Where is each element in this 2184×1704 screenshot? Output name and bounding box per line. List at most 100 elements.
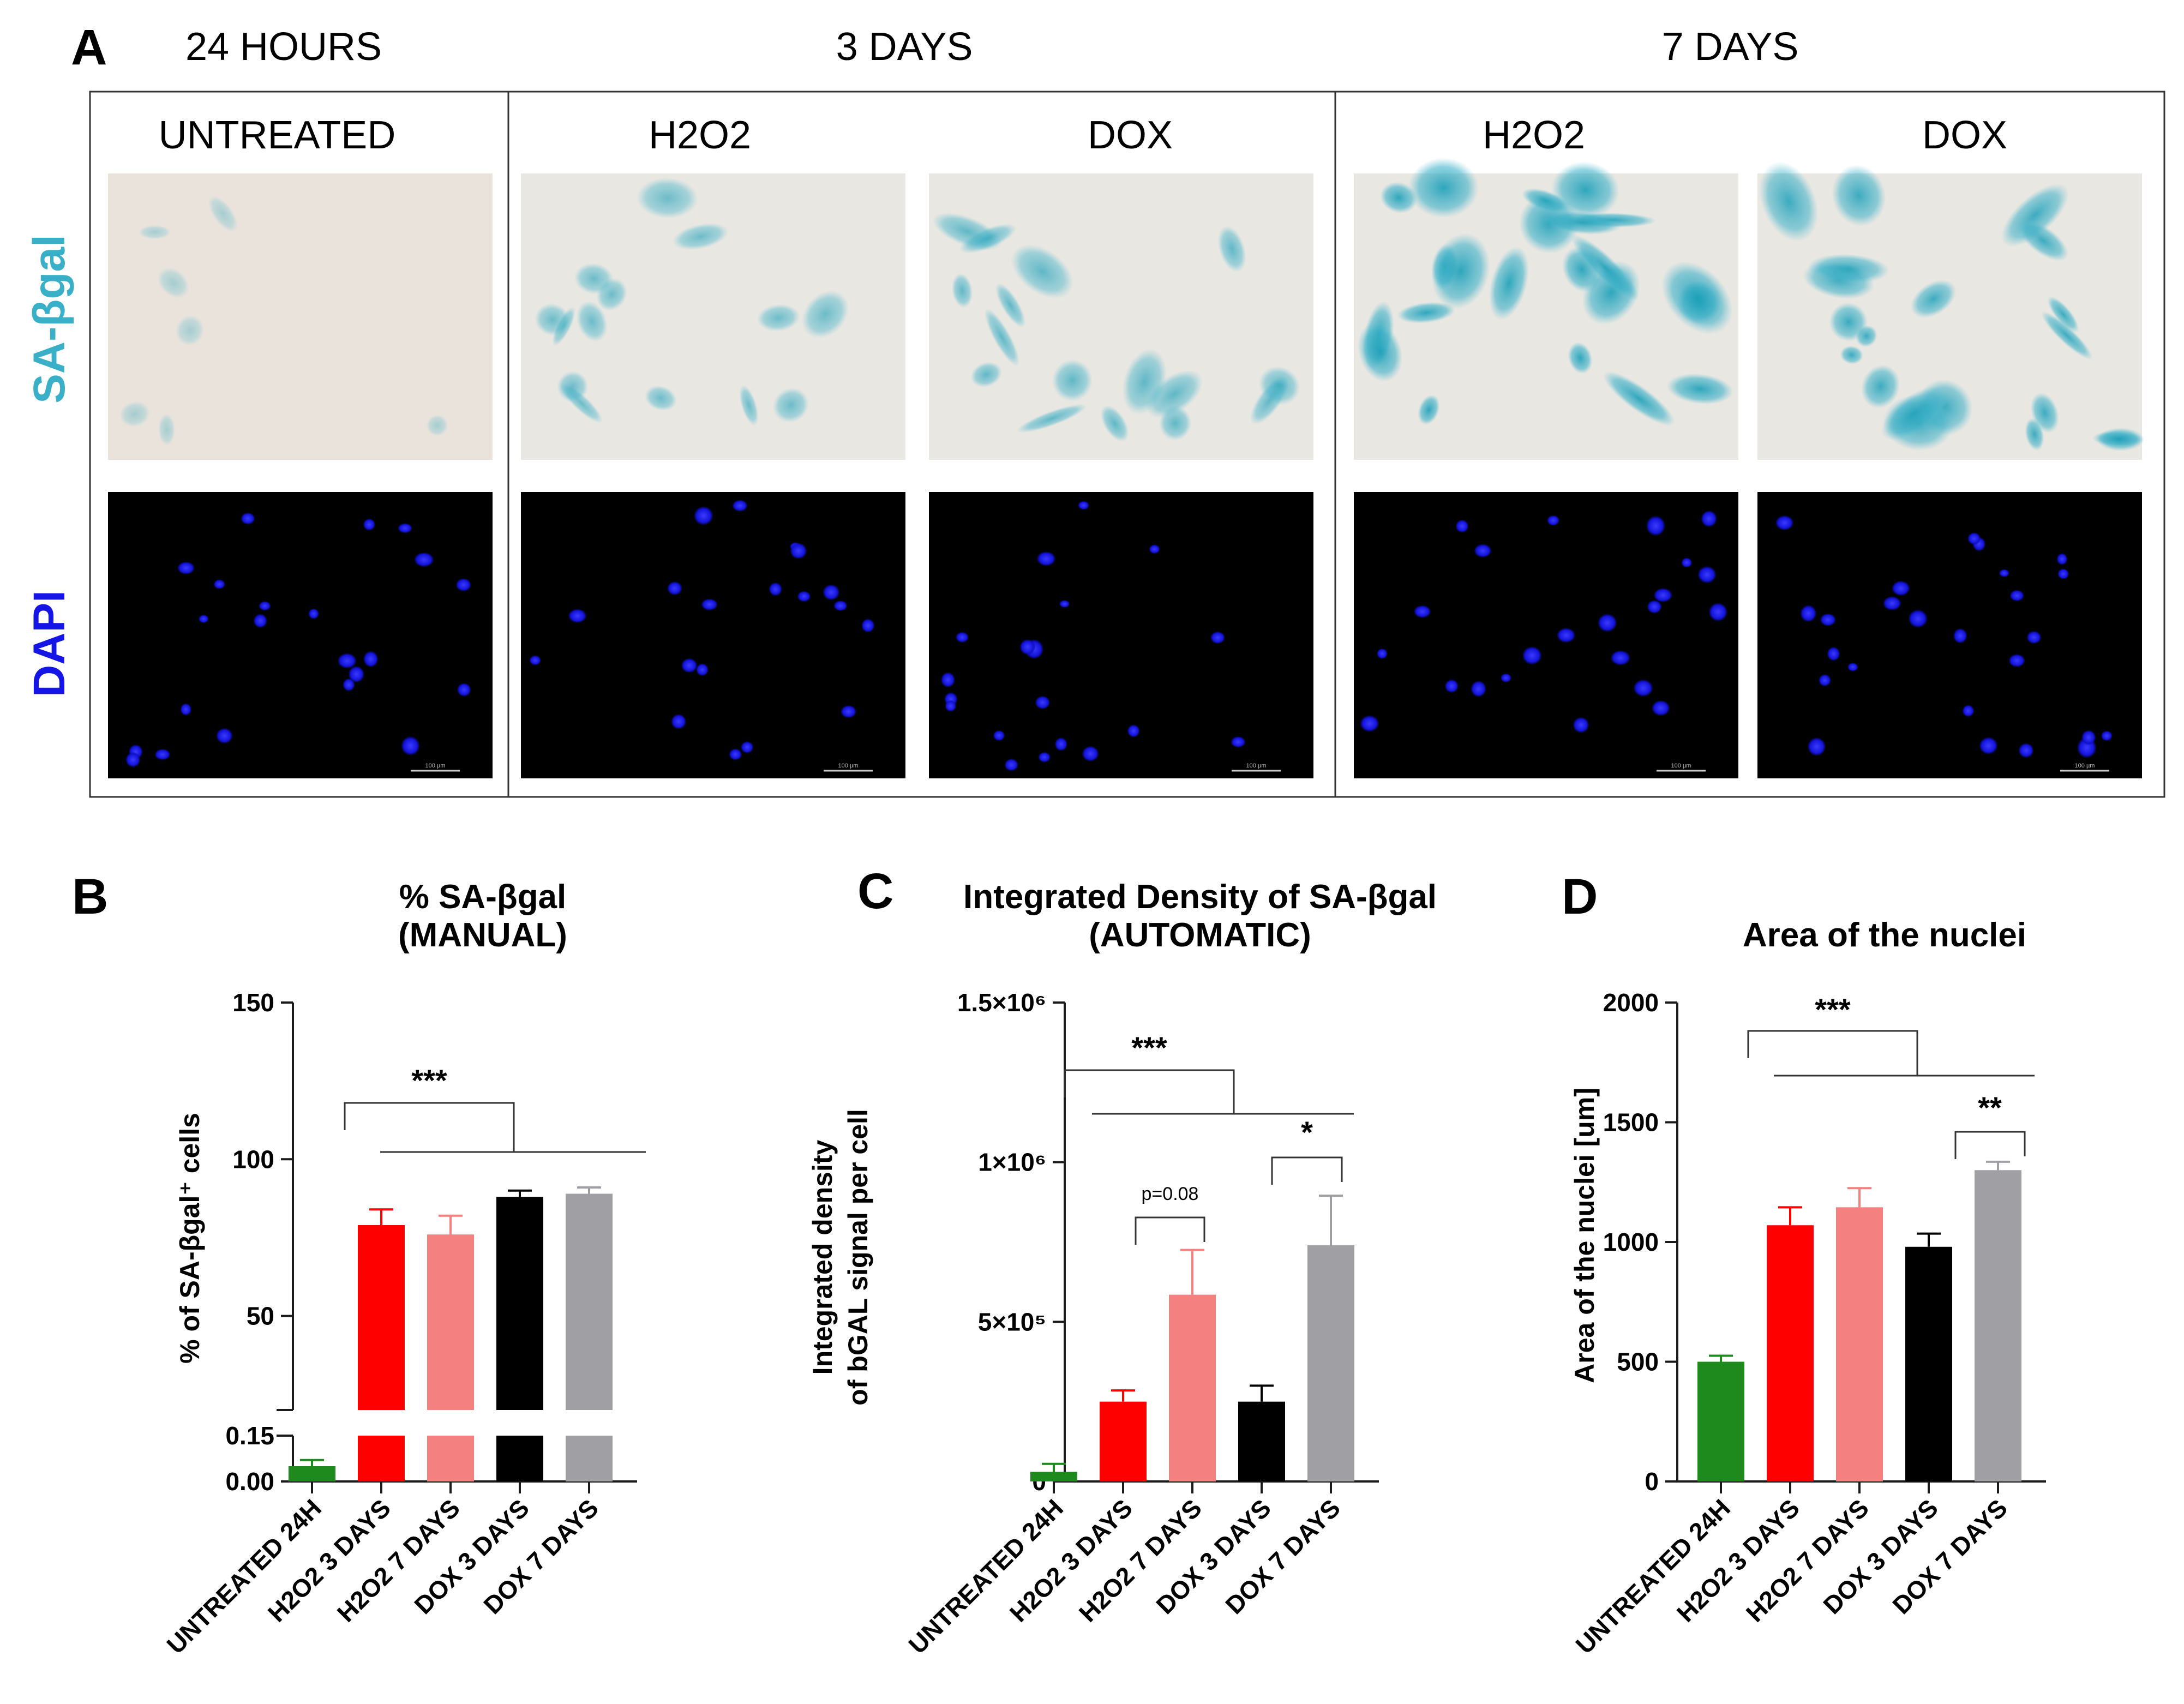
nucleus: [177, 561, 195, 574]
stain-label-dapi: DAPI: [25, 590, 74, 697]
panel-letter: B: [72, 869, 108, 925]
bar: [1767, 1225, 1814, 1481]
nucleus: [1078, 501, 1089, 510]
condition-dox-7d: DOX: [1922, 113, 2007, 157]
nucleus: [1082, 746, 1099, 761]
significance-bracket: [1954, 1131, 2026, 1159]
stained-cell: [1661, 261, 1733, 334]
stained-cell: [2041, 311, 2093, 360]
nucleus: [199, 615, 209, 623]
nucleus: [790, 543, 807, 559]
bar: [358, 1225, 405, 1410]
nucleus: [1557, 628, 1575, 643]
stained-cell: [995, 283, 1026, 328]
nucleus: [363, 651, 379, 668]
nucleus: [338, 653, 357, 669]
nucleus: [1800, 605, 1817, 622]
bar-lower-segment: [566, 1436, 613, 1481]
y-tick-label: 1000: [1603, 1228, 1659, 1256]
dapi-image-3: [929, 492, 1313, 778]
nucleus: [769, 582, 782, 596]
stained-cell: [535, 303, 571, 336]
stained-cell: [1522, 188, 1569, 213]
bar: [1307, 1245, 1354, 1481]
significance-label: *: [1301, 1115, 1313, 1149]
stained-cell: [1568, 342, 1593, 374]
nucleus: [1827, 647, 1840, 661]
stained-cell: [951, 273, 973, 308]
bar: [496, 1197, 543, 1410]
significance-label: **: [1978, 1090, 2002, 1125]
y-tick-label: 0.15: [225, 1421, 274, 1450]
nucleus: [2056, 553, 2068, 565]
stained-cell: [1418, 394, 1440, 425]
nucleus: [154, 749, 171, 760]
chart-title: (AUTOMATIC): [1089, 916, 1311, 954]
nucleus: [833, 601, 848, 611]
stained-cell: [1603, 371, 1675, 426]
bar-lower-segment: [427, 1436, 474, 1481]
nucleus: [1611, 650, 1630, 665]
stained-cell: [1856, 325, 1877, 347]
nucleus: [1019, 639, 1035, 655]
scale-bar-label: 100 µm: [1246, 763, 1267, 769]
nucleus: [1892, 580, 1910, 596]
nucleus: [1127, 724, 1140, 737]
nucleus: [1377, 648, 1388, 659]
stained-cell: [158, 413, 176, 446]
stained-cell: [1832, 164, 1886, 227]
stained-cell: [984, 308, 1020, 367]
stained-cell: [2047, 296, 2079, 333]
nucleus: [2018, 743, 2034, 758]
sa-bgal-image-1: [108, 173, 493, 460]
nucleus: [696, 663, 709, 676]
significance-bracket: [1064, 1069, 1235, 1114]
micrograph-column-2: 100 µm: [521, 173, 905, 778]
stained-cell: [1217, 225, 1246, 273]
nucleus: [1360, 715, 1379, 732]
bar: [1030, 1472, 1077, 1481]
y-tick-label: 1.5×10⁶: [957, 988, 1046, 1017]
bar: [1697, 1361, 1744, 1481]
stained-cell: [1052, 359, 1093, 401]
nucleus: [841, 705, 856, 718]
panel-b-chart: B % SA-βgal(MANUAL) % of SA-βgal⁺ cells 50 1…: [72, 869, 646, 1659]
stained-cell: [1017, 404, 1087, 433]
nucleus: [1681, 557, 1692, 568]
condition-dox-3d: DOX: [1088, 113, 1173, 157]
stained-cell: [1840, 345, 1863, 364]
micrograph-column-5: 100 µm: [1757, 161, 2145, 778]
stained-cell: [1380, 182, 1418, 213]
significance-label: ***: [1815, 992, 1851, 1027]
nucleus: [125, 752, 141, 767]
condition-h2o2-7d: H2O2: [1483, 113, 1585, 157]
nucleus: [1775, 515, 1793, 531]
micrograph-column-4: 100 µm: [1354, 158, 1738, 778]
scale-bar-label: 100 µm: [838, 763, 859, 769]
stained-cell: [1759, 161, 1819, 242]
nucleus: [1646, 515, 1665, 536]
nucleus: [2081, 730, 2096, 745]
y-axis-label: Integrated density: [807, 1139, 838, 1375]
stained-cell: [637, 177, 698, 219]
stained-cell: [1358, 322, 1403, 382]
nucleus: [741, 741, 754, 753]
stained-cell: [138, 225, 171, 239]
nucleus: [729, 748, 742, 760]
y-tick-label: 150: [232, 988, 274, 1017]
nucleus: [1847, 663, 1858, 671]
stained-cell: [1666, 373, 1733, 405]
significance-bracket: [1747, 1030, 1918, 1076]
dapi-image-1: [108, 492, 493, 778]
nucleus: [732, 500, 748, 512]
nucleus: [180, 703, 191, 716]
panel-letter: C: [857, 863, 893, 919]
nucleus: [1647, 600, 1662, 614]
x-tick-label: H2O2 7 DAYS: [332, 1493, 465, 1627]
condition-untreated: UNTREATED: [159, 113, 396, 157]
nucleus: [1697, 566, 1717, 583]
bar: [427, 1234, 474, 1410]
nucleus: [401, 736, 420, 755]
bar: [566, 1193, 613, 1410]
